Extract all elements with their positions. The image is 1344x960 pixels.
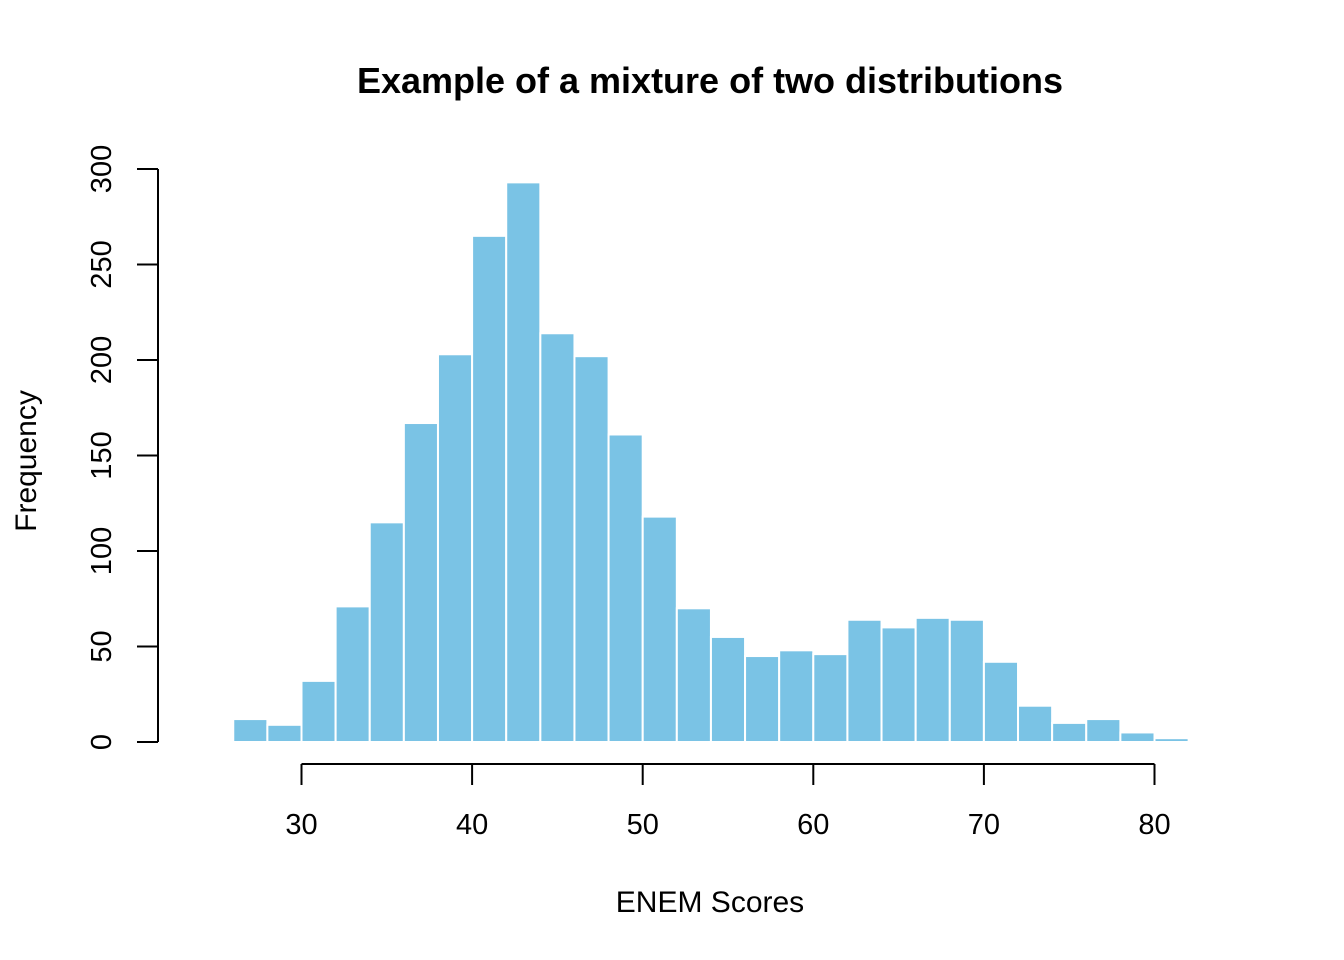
y-axis-label: Frequency: [10, 390, 43, 532]
x-axis: 30 40 50 60 70 80: [285, 763, 1171, 841]
histogram-bar: [607, 433, 644, 743]
x-tick-label: 30: [285, 809, 317, 841]
histogram-bar: [709, 635, 747, 744]
histogram-bar: [334, 605, 371, 744]
histogram-bar: [641, 515, 678, 743]
histogram-bar: [300, 679, 337, 744]
y-tick-label: 300: [86, 145, 118, 193]
histogram-bar: [914, 616, 951, 743]
y-tick-label: 200: [86, 336, 118, 384]
histogram-bar: [266, 723, 303, 743]
x-tick-label: 80: [1138, 809, 1170, 841]
histogram-bar: [982, 660, 1020, 744]
x-tick-label: 50: [627, 809, 659, 841]
histogram-bar: [368, 521, 405, 743]
histogram-bar: [744, 655, 781, 743]
histogram-bar: [436, 353, 474, 743]
histogram-bar: [778, 649, 815, 744]
histogram-bar: [846, 618, 883, 744]
histogram-bar: [198, 739, 235, 744]
histogram-bar: [1085, 718, 1122, 744]
histogram-bar: [880, 626, 917, 744]
y-axis: 0 50 100 150 200 250 300: [86, 145, 159, 750]
histogram-bar: [1153, 737, 1190, 743]
histogram-bar: [402, 422, 439, 743]
histogram-bar: [539, 332, 576, 743]
y-tick-label: 100: [86, 527, 118, 575]
y-tick-label: 50: [86, 630, 118, 662]
histogram-bar: [675, 607, 712, 743]
histogram-bar: [505, 181, 542, 743]
x-tick-label: 60: [797, 809, 829, 841]
y-tick-label: 0: [86, 734, 118, 750]
x-axis-label: ENEM Scores: [616, 886, 804, 919]
bars-group: [198, 181, 1190, 744]
histogram-bar: [1017, 704, 1054, 744]
histogram-bar: [1119, 731, 1156, 744]
histogram-bar: [948, 618, 985, 744]
histogram-bar: [812, 653, 849, 744]
x-tick-label: 70: [968, 809, 1000, 841]
x-tick-label: 40: [456, 809, 488, 841]
y-tick-label: 250: [86, 240, 118, 288]
histogram-bar: [1051, 721, 1088, 744]
chart-title: Example of a mixture of two distribution…: [357, 60, 1063, 101]
histogram-bar: [232, 718, 269, 744]
y-tick-label: 150: [86, 431, 118, 479]
histogram-bar: [471, 234, 508, 743]
histogram-bar: [573, 355, 610, 743]
